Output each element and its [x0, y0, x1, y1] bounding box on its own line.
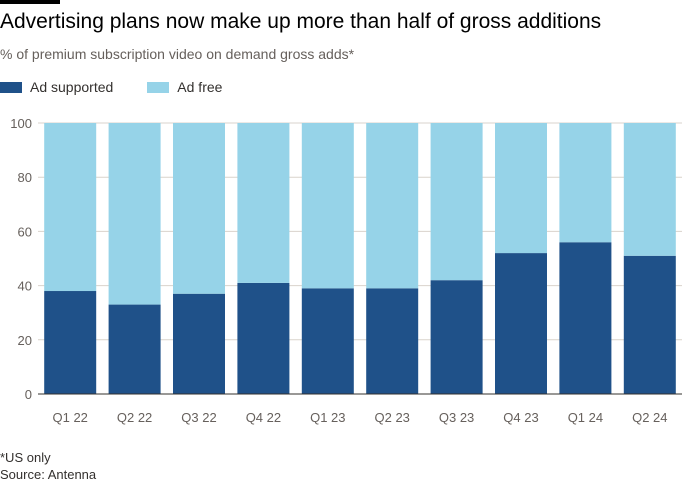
bar-ad-supported-q1-23 [301, 288, 354, 394]
footnote: *US only [0, 450, 51, 465]
bar-ad-free-q2-23 [366, 123, 419, 289]
y-tick-label-80: 80 [18, 170, 32, 185]
x-tick-label-q3-22: Q3 22 [181, 410, 216, 425]
legend-swatch-ad-free [147, 81, 170, 93]
y-tick-label-0: 0 [25, 387, 32, 402]
x-tick-label-q1-23: Q1 23 [310, 410, 345, 425]
bar-ad-supported-q2-22 [108, 304, 161, 394]
bar-ad-supported-q3-22 [173, 293, 225, 394]
legend-label-ad-free: Ad free [177, 79, 223, 95]
legend: Ad supported Ad free [0, 77, 256, 97]
bar-ad-free-q3-23 [430, 123, 483, 281]
bar-ad-supported-q4-22 [237, 282, 290, 394]
chart-title: Advertising plans now make up more than … [0, 10, 602, 33]
x-tick-label-q4-23: Q4 23 [503, 410, 538, 425]
bar-ad-free-q1-23 [301, 123, 354, 289]
y-tick-label-20: 20 [18, 333, 32, 348]
bar-ad-free-q4-22 [237, 123, 290, 283]
bar-ad-supported-q4-23 [495, 253, 547, 394]
x-tick-label-q1-22: Q1 22 [52, 410, 87, 425]
bar-ad-supported-q1-24 [559, 242, 612, 394]
x-tick-label-q2-22: Q2 22 [117, 410, 152, 425]
brand-bar [0, 0, 60, 4]
x-tick-label-q4-22: Q4 22 [246, 410, 281, 425]
bar-ad-free-q1-22 [44, 123, 97, 292]
x-tick-label-q2-24: Q2 24 [632, 410, 667, 425]
bar-ad-free-q3-22 [173, 123, 225, 294]
bar-ad-free-q2-22 [108, 123, 161, 305]
stacked-bar-chart: 0 20 40 60 80 100 Q1 22 Q2 22 Q3 22 Q4 22 Q1 23 Q2 … [10, 116, 682, 425]
legend-swatch-ad-supported [0, 81, 22, 93]
y-tick-label-40: 40 [18, 279, 32, 294]
legend-label-ad-supported: Ad supported [30, 79, 114, 95]
bar-ad-supported-q2-24 [623, 255, 676, 394]
legend-item-ad-free: Ad free [147, 79, 222, 95]
bar-ad-supported-q1-22 [44, 291, 97, 394]
x-tick-label-q1-24: Q1 24 [568, 410, 603, 425]
x-tick-label-q3-23: Q3 23 [439, 410, 474, 425]
bar-ad-supported-q3-23 [430, 280, 483, 394]
legend-item-ad-supported: Ad supported [0, 79, 113, 95]
chart-subtitle: % of premium subscription video on deman… [0, 46, 355, 62]
bar-ad-free-q4-23 [495, 123, 547, 254]
bar-ad-free-q2-24 [623, 123, 676, 256]
bar-ad-supported-q2-23 [366, 288, 419, 394]
bar-ad-free-q1-24 [559, 123, 612, 243]
x-tick-label-q2-23: Q2 23 [374, 410, 409, 425]
y-tick-label-100: 100 [10, 116, 32, 131]
y-tick-label-60: 60 [18, 224, 32, 239]
source-note: Source: Antenna [0, 467, 97, 482]
